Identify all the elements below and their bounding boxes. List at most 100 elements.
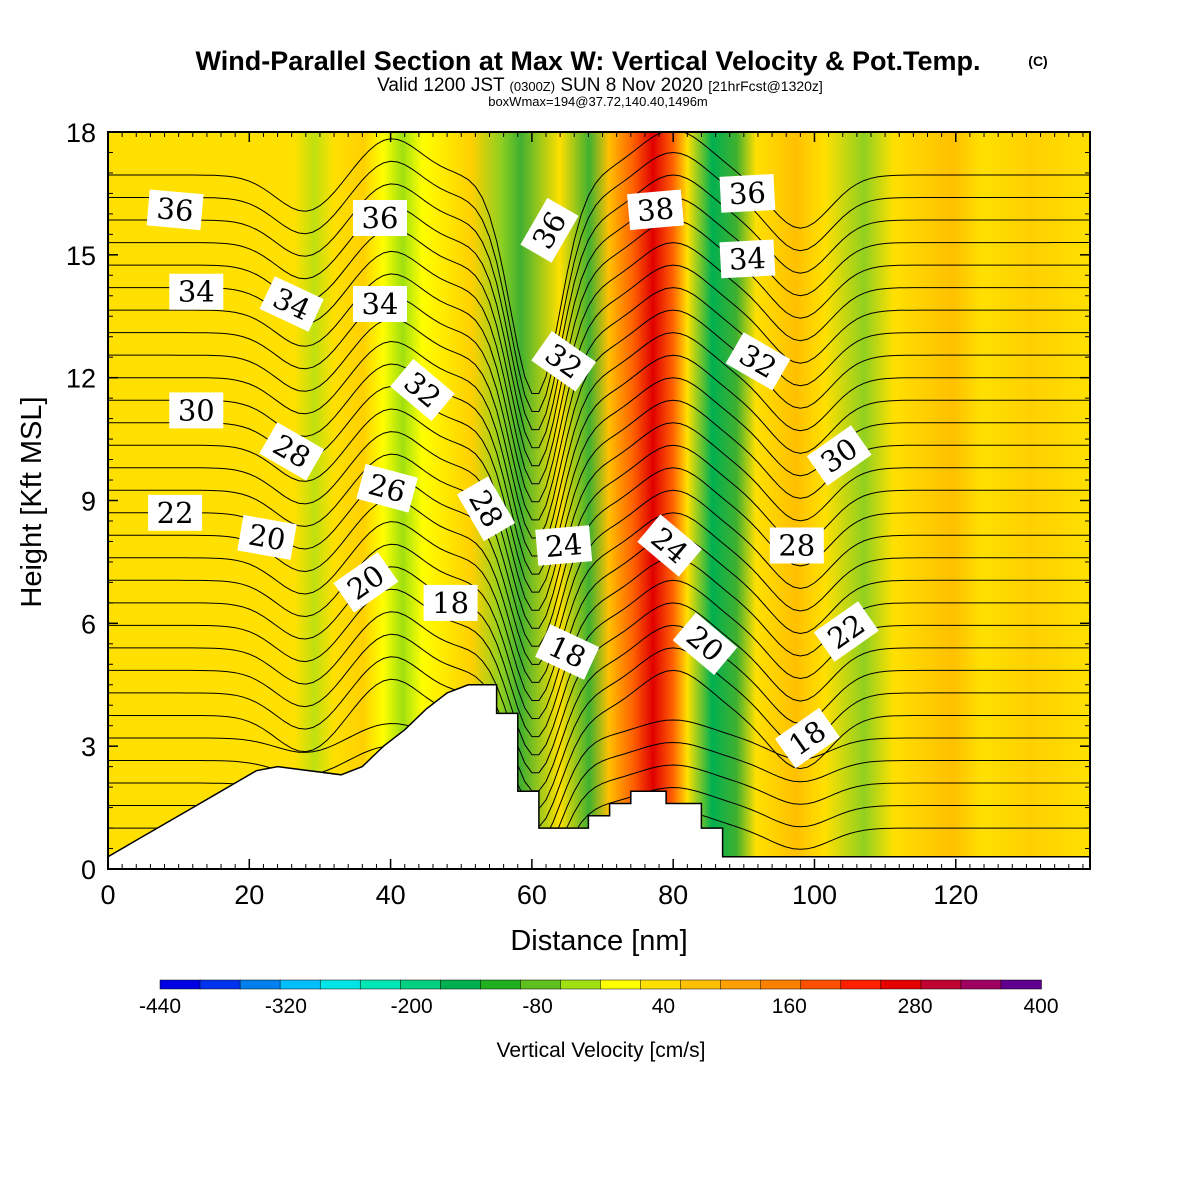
theta-contour-line — [108, 719, 1090, 846]
colorbar-swatch — [960, 979, 1002, 990]
theta-contour-line — [108, 602, 1090, 774]
contour-label-box — [531, 331, 597, 392]
theta-contour-line — [108, 264, 1090, 503]
contour-label-box — [148, 494, 203, 531]
colorbar-swatch — [440, 979, 482, 990]
subtitle-forecast: [21hrFcst@1320z] — [708, 78, 823, 94]
contour-label-text: 22 — [157, 496, 194, 530]
contour-label-text: 34 — [362, 287, 399, 321]
contour-label-box — [456, 476, 516, 542]
colorbar-swatch — [880, 979, 922, 990]
contour-label-box — [423, 584, 478, 621]
contour-label-box — [333, 552, 399, 613]
theta-contour-line — [108, 332, 1090, 557]
y-tick-label: 9 — [81, 487, 96, 517]
colorbar-swatch — [760, 979, 802, 990]
contour-label-box — [725, 332, 791, 391]
contour-label: 34 — [353, 286, 407, 322]
contour-label-text: 20 — [246, 517, 288, 557]
contour-label: 38 — [627, 189, 684, 231]
x-tick-label: 0 — [100, 880, 115, 910]
colorbar-tick-label: -80 — [522, 995, 552, 1018]
contour-label: 34 — [169, 273, 224, 310]
contour-label-box — [146, 189, 204, 231]
contour-label: 22 — [148, 494, 203, 531]
terrain-mask — [108, 684, 1090, 869]
theta-contour-line — [108, 151, 1090, 412]
contour-label-box — [259, 422, 325, 481]
y-tick-label: 12 — [66, 364, 96, 394]
x-tick-label: 120 — [933, 880, 978, 910]
contour-label-box — [353, 200, 407, 236]
contour-label: 26 — [356, 463, 418, 513]
y-tick-label: 3 — [81, 732, 96, 762]
contour-label-box — [627, 189, 684, 231]
colorbar: -440 -320 -200 -80 40 160 280 400 — [139, 979, 1059, 1018]
contour-label: 36 — [146, 189, 204, 231]
contour-label-text: 30 — [178, 393, 215, 427]
colorbar-swatch — [279, 979, 321, 990]
contour-label-text: 28 — [778, 529, 815, 563]
theta-contour-line — [108, 669, 1090, 828]
contour-label-box — [806, 425, 872, 486]
contour-label-box — [813, 601, 879, 662]
theta-contour-line — [108, 444, 1090, 647]
colorbar-swatch — [840, 979, 882, 990]
contour-label-box — [672, 612, 738, 675]
subtitle-valid-time: Valid 1200 JST — [377, 75, 505, 96]
contour-label-text: 36 — [362, 201, 399, 235]
chart-subtitle: Valid 1200 JST (0300Z) SUN 8 Nov 2020 [2… — [377, 75, 823, 96]
chart-title-unit: (C) — [1028, 53, 1047, 69]
theta-contour-line — [108, 534, 1090, 720]
colorbar-tick-label: -320 — [265, 995, 307, 1018]
theta-contour-line — [108, 287, 1090, 521]
colorbar-tick-label: 280 — [898, 995, 933, 1018]
x-tick-label: 20 — [234, 880, 264, 910]
contour-label-box — [259, 276, 324, 332]
contour-label-text: 18 — [432, 586, 469, 620]
contour-label-text: 38 — [636, 191, 676, 228]
contour-label-text: 34 — [728, 241, 767, 277]
subtitle-date: SUN 8 Nov 2020 — [560, 75, 703, 96]
theta-contour-line — [108, 557, 1090, 738]
theta-contour-line — [108, 399, 1090, 611]
theta-contour-line — [108, 354, 1090, 575]
colorbar-swatch — [680, 979, 722, 990]
contour-label-box — [169, 392, 224, 429]
contour-label: 36 — [353, 200, 407, 236]
theta-contour-line — [108, 196, 1090, 449]
colorbar-tick-label: 40 — [652, 995, 675, 1018]
colorbar-swatch — [400, 979, 442, 990]
y-tick-label: 15 — [66, 241, 96, 271]
x-tick-label: 100 — [792, 880, 837, 910]
theta-contour-line — [108, 132, 1090, 394]
contour-label: 18 — [423, 584, 478, 621]
colorbar-swatch — [800, 979, 842, 990]
colorbar-tick-label: 400 — [1023, 995, 1058, 1018]
contour-label: 28 — [769, 527, 824, 564]
theta-contour-line — [108, 422, 1090, 629]
colorbar-swatch — [600, 979, 642, 990]
contour-label: 36 — [719, 174, 776, 213]
contour-label-box — [719, 239, 776, 279]
contour-label-text: 36 — [155, 191, 195, 228]
contour-label-box — [719, 174, 776, 213]
colorbar-swatch — [560, 979, 602, 990]
contour-label-box — [535, 624, 600, 680]
contour-label: 20 — [237, 514, 297, 560]
colorbar-swatch — [640, 979, 682, 990]
contour-label-text: 34 — [178, 275, 215, 309]
colorbar-swatch — [480, 979, 522, 990]
contour-label-box — [356, 463, 418, 513]
colorbar-title: Vertical Velocity [cm/s] — [497, 1039, 706, 1062]
y-tick-label: 18 — [66, 118, 96, 148]
y-tick-label: 6 — [81, 609, 96, 639]
contour-label-box — [390, 358, 455, 422]
contour-label-box — [769, 527, 824, 564]
colorbar-swatch — [359, 979, 401, 990]
contour-label-box — [774, 707, 840, 769]
theta-contour-line — [108, 624, 1090, 792]
